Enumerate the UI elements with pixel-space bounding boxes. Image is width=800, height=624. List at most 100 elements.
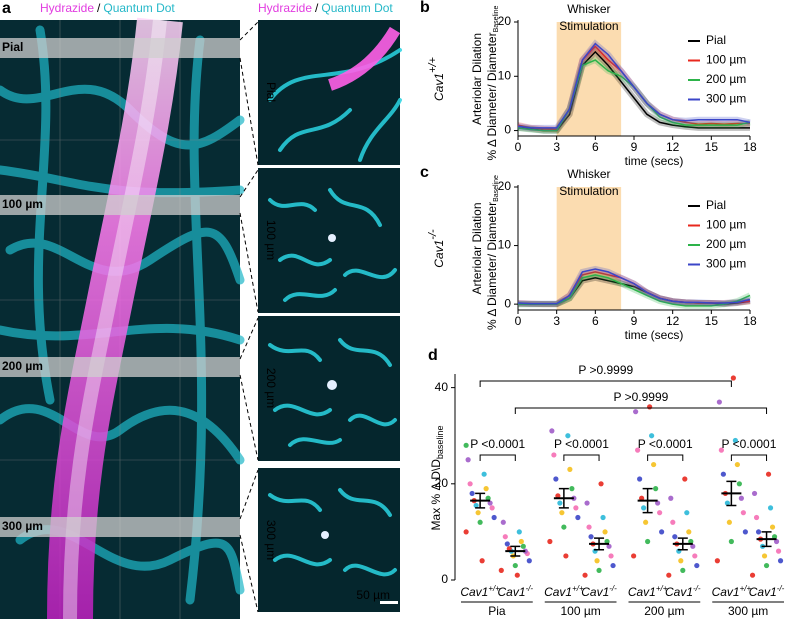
data-point bbox=[485, 495, 491, 501]
data-point bbox=[551, 452, 557, 458]
data-point bbox=[487, 500, 493, 506]
genotype-label-part: -/- bbox=[427, 229, 439, 240]
image-header-part: Quantum Dot bbox=[103, 1, 175, 15]
data-point bbox=[670, 519, 676, 525]
data-point bbox=[573, 505, 579, 511]
category-label: Cav1-/- bbox=[581, 584, 617, 599]
data-point bbox=[506, 546, 512, 552]
data-point bbox=[716, 399, 722, 405]
image-header-part: / bbox=[97, 1, 101, 15]
image-header: Hydrazide / Quantum Dot bbox=[258, 1, 393, 15]
depth-label: 300 µm bbox=[2, 519, 43, 533]
x-tick-label: 6 bbox=[592, 140, 599, 154]
comparison-bracket bbox=[514, 407, 768, 414]
data-point bbox=[769, 524, 776, 530]
data-point bbox=[686, 529, 692, 535]
data-point bbox=[586, 524, 592, 530]
genotype-label: Cav1-/- bbox=[427, 229, 446, 268]
category-label-part: +/+ bbox=[488, 584, 500, 593]
error-bar bbox=[510, 545, 521, 557]
annotation: Whisker bbox=[567, 2, 610, 16]
x-tick-label: 9 bbox=[631, 140, 638, 154]
data-point bbox=[767, 505, 774, 511]
data-point bbox=[569, 486, 575, 492]
annotation: Stimulation bbox=[559, 19, 618, 33]
y-axis-label: Max % Δ D\Dbaseline bbox=[429, 426, 445, 531]
data-point bbox=[749, 572, 756, 578]
data-point bbox=[732, 437, 738, 444]
zoom-connectors bbox=[239, 21, 259, 613]
data-point bbox=[575, 514, 581, 521]
y-axis-label-part: Baseline bbox=[493, 5, 500, 32]
data-point bbox=[643, 519, 649, 525]
data-point bbox=[514, 572, 520, 578]
genotype-label-part: Cav1 bbox=[432, 73, 446, 101]
x-tick-label: 6 bbox=[592, 314, 599, 328]
annotation: Whisker bbox=[567, 167, 610, 181]
x-axis-label: time (secs) bbox=[625, 154, 684, 168]
data-point bbox=[522, 548, 528, 554]
data-point bbox=[728, 538, 734, 545]
y-tick-label: 0 bbox=[504, 123, 511, 137]
y-axis-label-part: Max % Δ D\D bbox=[429, 459, 443, 531]
y-axis-label-part: % Δ Diameter/ Diameter bbox=[485, 32, 499, 160]
depth-label: Pial bbox=[2, 40, 23, 54]
category-label-part: Cav1 bbox=[712, 585, 740, 599]
category-label-part: -/- bbox=[693, 584, 701, 593]
y-axis-label-part: % Δ Diameter/ Diameter bbox=[485, 202, 499, 330]
error-bar bbox=[677, 537, 688, 551]
data-point bbox=[483, 486, 489, 492]
category-label-part: +/+ bbox=[740, 584, 752, 593]
data-point bbox=[726, 519, 732, 525]
data-point bbox=[473, 502, 479, 509]
data-point bbox=[498, 567, 504, 573]
comparison-label: P >0.9999 bbox=[614, 390, 669, 404]
legend-label: 200 µm bbox=[706, 237, 746, 251]
data-point bbox=[649, 433, 655, 439]
stack-image bbox=[0, 17, 245, 620]
data-point bbox=[637, 476, 643, 482]
y-tick-label: 20 bbox=[435, 476, 449, 490]
data-point bbox=[631, 553, 637, 559]
zoom-label: 200 µm bbox=[264, 368, 278, 408]
data-point bbox=[724, 500, 730, 506]
data-point bbox=[639, 495, 645, 501]
comparison-bracket bbox=[479, 454, 516, 461]
data-point bbox=[584, 500, 590, 506]
data-point bbox=[753, 514, 760, 521]
category-label-part: -/- bbox=[609, 584, 617, 593]
data-point bbox=[463, 442, 469, 448]
data-point bbox=[504, 541, 510, 547]
category-label-part: Cav1 bbox=[665, 585, 693, 599]
data-point bbox=[604, 538, 610, 545]
category-label-part: Cav1 bbox=[460, 585, 488, 599]
error-bar bbox=[761, 531, 772, 548]
data-point bbox=[500, 519, 506, 525]
data-point bbox=[641, 505, 647, 511]
data-point bbox=[489, 505, 495, 511]
data-point bbox=[651, 461, 657, 468]
data-point bbox=[549, 428, 555, 434]
image-header-part: Quantum Dot bbox=[321, 1, 393, 15]
category-label: Cav1+/+ bbox=[544, 584, 584, 599]
category-label-part: Cav1 bbox=[628, 585, 656, 599]
genotype-label: Cav1+/+ bbox=[427, 56, 446, 100]
group-label: Pia bbox=[488, 604, 506, 618]
data-point bbox=[516, 529, 522, 535]
x-tick-label: 18 bbox=[743, 314, 757, 328]
data-point bbox=[688, 538, 694, 545]
comparison-label: P <0.0001 bbox=[470, 437, 525, 451]
data-point bbox=[598, 481, 604, 487]
comparison-bracket bbox=[647, 454, 684, 461]
data-point bbox=[481, 471, 487, 477]
image-header-part: Hydrazide bbox=[40, 1, 94, 15]
y-tick-label: 20 bbox=[498, 14, 512, 28]
data-point bbox=[526, 558, 532, 564]
data-point bbox=[668, 495, 674, 501]
data-point bbox=[684, 510, 690, 516]
legend-label: 100 µm bbox=[706, 53, 746, 67]
data-point bbox=[588, 534, 594, 540]
category-label-part: Cav1 bbox=[581, 585, 609, 599]
